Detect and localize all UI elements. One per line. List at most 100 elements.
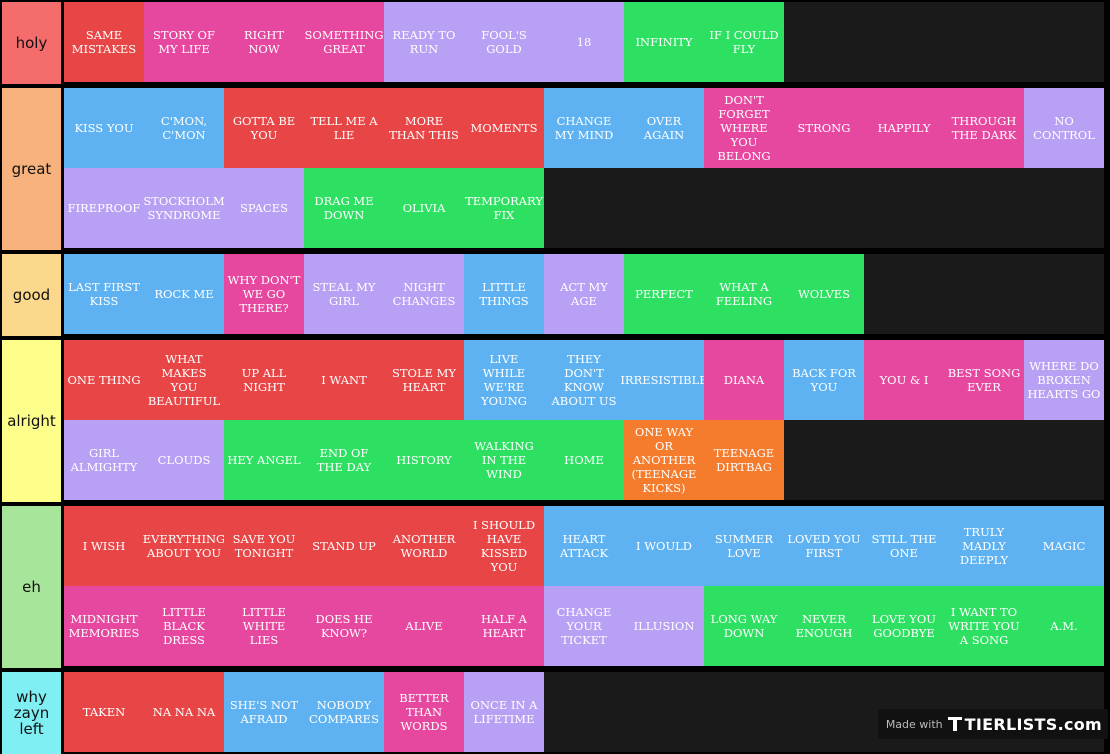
- tier-item[interactable]: KISS YOU: [64, 88, 144, 168]
- tier-item[interactable]: HOME: [544, 420, 624, 500]
- tier-item[interactable]: OLIVIA: [384, 168, 464, 248]
- tier-item[interactable]: 18: [544, 2, 624, 82]
- tier-item[interactable]: DIANA: [704, 340, 784, 420]
- tier-items-area[interactable]: TAKEN NA NA NA SHE'S NOT AFRAID NOBODY COMP…: [64, 672, 1104, 752]
- tier-label[interactable]: great: [2, 88, 61, 250]
- tier-item[interactable]: NO CONTROL: [1024, 88, 1104, 168]
- tier-item[interactable]: SPACES: [224, 168, 304, 248]
- tier-item[interactable]: TELL ME A LIE: [304, 88, 384, 168]
- tier-item[interactable]: WALKING IN THE WIND: [464, 420, 544, 500]
- tier-items-area[interactable]: SAME MISTAKES STORY OF MY LIFE RIGHT NOW SO…: [64, 2, 1104, 82]
- tier-item[interactable]: LOVE YOU GOODBYE: [864, 586, 944, 666]
- tier-item[interactable]: DRAG ME DOWN: [304, 168, 384, 248]
- tier-item[interactable]: DOES HE KNOW?: [304, 586, 384, 666]
- tier-item[interactable]: MIDNIGHT MEMORIES: [64, 586, 144, 666]
- tier-label[interactable]: good: [2, 254, 61, 336]
- tier-item[interactable]: THROUGH THE DARK: [944, 88, 1024, 168]
- tier-item[interactable]: GOTTA BE YOU: [224, 88, 304, 168]
- tier-item[interactable]: I SHOULD HAVE KISSED YOU: [464, 506, 544, 586]
- tier-item[interactable]: LITTLE WHITE LIES: [224, 586, 304, 666]
- tier-item[interactable]: I WOULD: [624, 506, 704, 586]
- tier-item[interactable]: CLOUDS: [144, 420, 224, 500]
- tier-item[interactable]: YOU & I: [864, 340, 944, 420]
- tier-item[interactable]: ALIVE: [384, 586, 464, 666]
- tier-item[interactable]: BACK FOR YOU: [784, 340, 864, 420]
- tier-item[interactable]: WHAT A FEELING: [704, 254, 784, 334]
- tier-item[interactable]: MORE THAN THIS: [384, 88, 464, 168]
- tier-item[interactable]: STEAL MY GIRL: [304, 254, 384, 334]
- tier-item[interactable]: LIVE WHILE WE'RE YOUNG: [464, 340, 544, 420]
- tier-item[interactable]: STAND UP: [304, 506, 384, 586]
- tier-item[interactable]: STOLE MY HEART: [384, 340, 464, 420]
- tier-item[interactable]: PERFECT: [624, 254, 704, 334]
- tier-item[interactable]: SUMMER LOVE: [704, 506, 784, 586]
- tier-item[interactable]: ROCK ME: [144, 254, 224, 334]
- tier-item[interactable]: LITTLE THINGS: [464, 254, 544, 334]
- tier-label[interactable]: why zayn left: [2, 672, 61, 754]
- tier-item[interactable]: NIGHT CHANGES: [384, 254, 464, 334]
- tier-item[interactable]: A.M.: [1024, 586, 1104, 666]
- tier-item[interactable]: WOLVES: [784, 254, 864, 334]
- tier-item[interactable]: LONG WAY DOWN: [704, 586, 784, 666]
- tier-item[interactable]: ONCE IN A LIFETIME: [464, 672, 544, 752]
- tier-item[interactable]: FIREPROOF: [64, 168, 144, 248]
- tier-item[interactable]: STORY OF MY LIFE: [144, 2, 224, 82]
- tier-item[interactable]: UP ALL NIGHT: [224, 340, 304, 420]
- tier-item[interactable]: HISTORY: [384, 420, 464, 500]
- tier-item[interactable]: I WANT: [304, 340, 384, 420]
- tier-item[interactable]: TRULY MADLY DEEPLY: [944, 506, 1024, 586]
- tier-label[interactable]: holy: [2, 2, 61, 84]
- tier-item[interactable]: SAVE YOU TONIGHT: [224, 506, 304, 586]
- tier-item[interactable]: CHANGE YOUR TICKET: [544, 586, 624, 666]
- tier-item[interactable]: CHANGE MY MIND: [544, 88, 624, 168]
- tier-item[interactable]: ILLUSION: [624, 586, 704, 666]
- tier-item[interactable]: ANOTHER WORLD: [384, 506, 464, 586]
- tier-item[interactable]: WHAT MAKES YOU BEAUTIFUL: [144, 340, 224, 420]
- tier-item[interactable]: NEVER ENOUGH: [784, 586, 864, 666]
- tier-item[interactable]: INFINITY: [624, 2, 704, 82]
- tier-item[interactable]: I WANT TO WRITE YOU A SONG: [944, 586, 1024, 666]
- tier-item[interactable]: LITTLE BLACK DRESS: [144, 586, 224, 666]
- tier-item[interactable]: ONE THING: [64, 340, 144, 420]
- tier-item[interactable]: IF I COULD FLY: [704, 2, 784, 82]
- tier-item[interactable]: GIRL ALMIGHTY: [64, 420, 144, 500]
- tier-item[interactable]: STILL THE ONE: [864, 506, 944, 586]
- tier-item[interactable]: SOMETHING GREAT: [304, 2, 384, 82]
- tier-item[interactable]: READY TO RUN: [384, 2, 464, 82]
- tier-item[interactable]: WHY DON'T WE GO THERE?: [224, 254, 304, 334]
- tier-item[interactable]: TEENAGE DIRTBAG: [704, 420, 784, 500]
- tier-item[interactable]: STOCKHOLM SYNDROME: [143, 168, 225, 248]
- tier-item[interactable]: STRONG: [784, 88, 864, 168]
- tier-items-area[interactable]: KISS YOU C'MON, C'MON GOTTA BE YOU TELL ME …: [64, 88, 1104, 248]
- tier-item[interactable]: LAST FIRST KISS: [64, 254, 144, 334]
- tier-item[interactable]: HEART ATTACK: [544, 506, 624, 586]
- tier-item[interactable]: I WISH: [64, 506, 144, 586]
- tier-item[interactable]: TEMPORARY FIX: [464, 168, 544, 248]
- tier-item[interactable]: FOOL'S GOLD: [464, 2, 544, 82]
- tier-item[interactable]: BETTER THAN WORDS: [384, 672, 464, 752]
- tier-item[interactable]: NOBODY COMPARES: [304, 672, 384, 752]
- tier-item[interactable]: LOVED YOU FIRST: [784, 506, 864, 586]
- tier-item[interactable]: ACT MY AGE: [544, 254, 624, 334]
- tier-label[interactable]: alright: [2, 340, 61, 502]
- tier-label[interactable]: eh: [2, 506, 61, 668]
- tier-items-area[interactable]: I WISH EVERYTHING ABOUT YOU SAVE YOU TONIG…: [64, 506, 1104, 666]
- tier-item[interactable]: THEY DON'T KNOW ABOUT US: [544, 340, 624, 420]
- tier-item[interactable]: WHERE DO BROKEN HEARTS GO: [1024, 340, 1104, 420]
- tier-item[interactable]: MAGIC: [1024, 506, 1104, 586]
- made-with-watermark[interactable]: Made with TIERLISTS.com: [877, 709, 1108, 739]
- tier-item[interactable]: IRRESISTIBLE: [620, 340, 708, 420]
- tier-item[interactable]: HAPPILY: [864, 88, 944, 168]
- tier-item[interactable]: HEY ANGEL: [224, 420, 304, 500]
- tier-item[interactable]: SAME MISTAKES: [64, 2, 144, 82]
- tier-item[interactable]: NA NA NA: [144, 672, 224, 752]
- tier-items-area[interactable]: ONE THING WHAT MAKES YOU BEAUTIFUL UP ALL …: [64, 340, 1104, 500]
- tier-item[interactable]: TAKEN: [64, 672, 144, 752]
- tier-item[interactable]: ONE WAY OR ANOTHER (TEENAGE KICKS): [624, 420, 704, 500]
- tier-item[interactable]: BEST SONG EVER: [944, 340, 1024, 420]
- tier-item[interactable]: EVERYTHING ABOUT YOU: [143, 506, 225, 586]
- tier-item[interactable]: END OF THE DAY: [304, 420, 384, 500]
- tier-item[interactable]: SHE'S NOT AFRAID: [224, 672, 304, 752]
- tier-item[interactable]: DON'T FORGET WHERE YOU BELONG: [704, 88, 784, 168]
- tier-item[interactable]: OVER AGAIN: [624, 88, 704, 168]
